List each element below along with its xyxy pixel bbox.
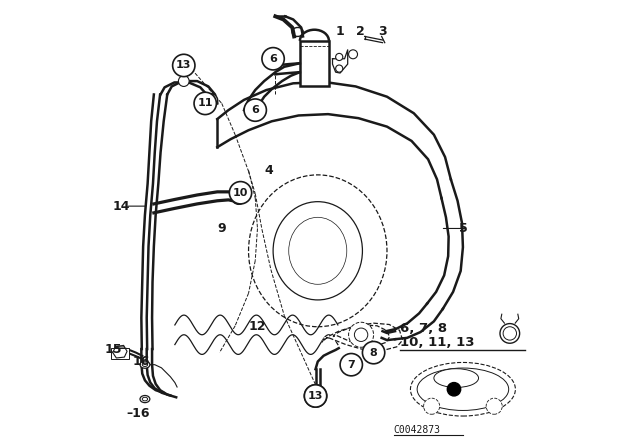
Ellipse shape [417, 368, 509, 410]
Circle shape [355, 328, 368, 341]
Circle shape [305, 385, 326, 407]
Text: 13: 13 [308, 391, 323, 401]
Text: C0042873: C0042873 [394, 425, 441, 435]
Ellipse shape [140, 396, 150, 403]
Ellipse shape [248, 175, 387, 327]
FancyBboxPatch shape [300, 41, 329, 86]
Ellipse shape [434, 369, 479, 388]
Circle shape [424, 398, 440, 414]
Circle shape [349, 322, 374, 347]
Circle shape [335, 65, 343, 72]
Text: 6: 6 [269, 54, 277, 64]
Text: 15: 15 [105, 343, 122, 356]
Text: 14: 14 [113, 200, 130, 213]
Circle shape [194, 92, 216, 115]
Circle shape [340, 353, 362, 376]
Text: 5: 5 [458, 222, 467, 235]
Ellipse shape [140, 361, 150, 368]
Circle shape [500, 323, 520, 343]
Circle shape [179, 76, 189, 86]
Ellipse shape [410, 362, 515, 416]
Circle shape [262, 47, 284, 70]
Circle shape [204, 94, 218, 108]
Text: 10, 11, 13: 10, 11, 13 [401, 336, 475, 349]
Circle shape [486, 398, 502, 414]
Circle shape [232, 190, 246, 204]
Polygon shape [322, 323, 403, 350]
Text: 4: 4 [264, 164, 273, 177]
Circle shape [244, 99, 266, 121]
Text: –16: –16 [126, 407, 150, 420]
Text: 11: 11 [198, 99, 213, 108]
Bar [111, 348, 129, 359]
Text: 6: 6 [252, 105, 259, 115]
Circle shape [269, 54, 278, 63]
Ellipse shape [142, 397, 148, 401]
Text: 3: 3 [378, 26, 387, 39]
Circle shape [349, 50, 358, 59]
Circle shape [305, 385, 326, 407]
Circle shape [503, 327, 516, 340]
Circle shape [207, 97, 214, 104]
Ellipse shape [273, 202, 362, 300]
Text: 9: 9 [218, 222, 226, 235]
Text: 13: 13 [176, 60, 191, 70]
Ellipse shape [289, 217, 347, 284]
Text: 12: 12 [249, 320, 266, 333]
Text: 7: 7 [348, 360, 355, 370]
Text: 6, 7, 8: 6, 7, 8 [401, 323, 447, 336]
Polygon shape [113, 345, 127, 358]
Circle shape [235, 193, 243, 201]
Circle shape [447, 383, 461, 396]
Circle shape [265, 51, 281, 67]
Polygon shape [333, 50, 348, 73]
Text: 1: 1 [336, 26, 344, 39]
Text: 16: 16 [132, 355, 150, 368]
Circle shape [362, 341, 385, 364]
Circle shape [335, 53, 343, 60]
Text: 8: 8 [370, 348, 378, 358]
Circle shape [229, 181, 252, 204]
Text: 2: 2 [356, 26, 365, 39]
Circle shape [173, 54, 195, 77]
Ellipse shape [142, 363, 148, 366]
Text: 10: 10 [233, 188, 248, 198]
